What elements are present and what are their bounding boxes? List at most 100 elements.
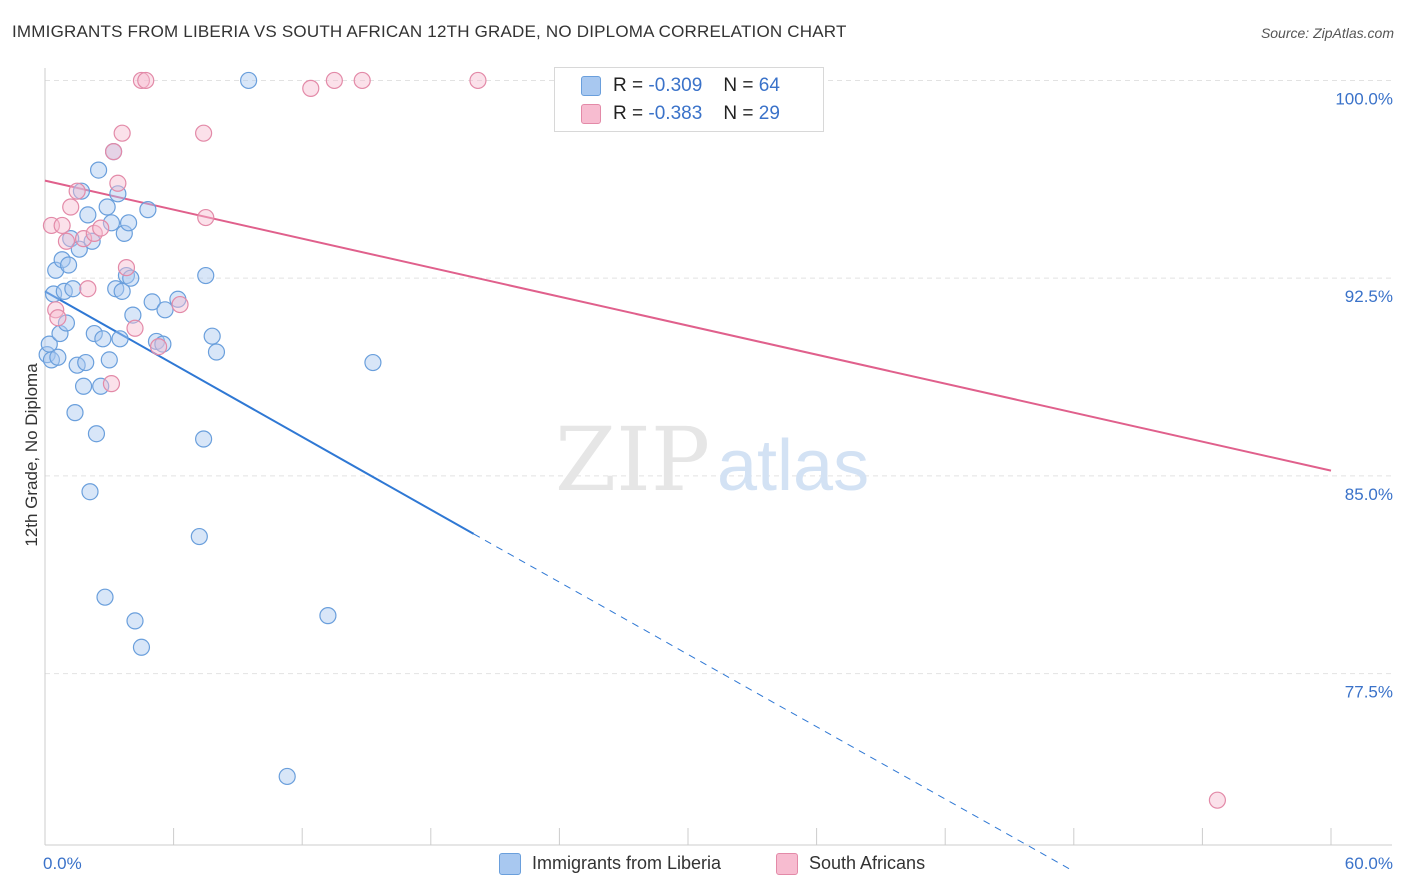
- watermark-zip: ZIP: [555, 408, 710, 511]
- liberia-point: [139, 201, 157, 219]
- south-africans-point: [469, 71, 487, 90]
- south-africans-point: [325, 71, 343, 90]
- south-africans-point: [49, 309, 67, 327]
- liberia-point: [96, 588, 114, 606]
- liberia-point: [66, 404, 84, 422]
- south-africans-point: [68, 182, 86, 200]
- south-africans-point: [53, 216, 71, 235]
- axis-labels: 100.0% 92.5% 85.0% 77.5% 0.0% 60.0% 12th Grade…: [22, 89, 1393, 873]
- liberia-point: [113, 282, 131, 300]
- liberia-point: [87, 425, 106, 443]
- y-tick-label: 85.0%: [1345, 485, 1393, 504]
- south-africans-point: [197, 208, 215, 227]
- liberia-point: [81, 483, 99, 501]
- watermark-atlas: atlas: [717, 426, 869, 506]
- y-tick-label: 92.5%: [1345, 287, 1393, 306]
- liberia-point: [126, 612, 144, 630]
- y-tick-label: 77.5%: [1345, 683, 1393, 702]
- liberia-point: [364, 353, 382, 372]
- liberia-point: [278, 767, 296, 786]
- legend-r-label: R =: [613, 103, 644, 124]
- liberia-point: [92, 377, 110, 395]
- liberia-point: [156, 301, 174, 319]
- south-africans-point: [74, 230, 93, 248]
- source-label: Source: ZipAtlas.com: [1260, 25, 1394, 41]
- liberia-point: [64, 280, 82, 298]
- south-africans-point: [1208, 791, 1227, 809]
- south-africans-point: [149, 338, 168, 356]
- south-africans-point: [171, 295, 189, 314]
- liberia-point: [122, 269, 140, 287]
- liberia-point: [98, 198, 116, 216]
- liberia-point: [132, 638, 151, 656]
- south-africans-point: [195, 124, 213, 142]
- trend-line-0: [44, 290, 475, 535]
- liberia-point: [57, 314, 76, 332]
- liberia-point: [72, 182, 91, 200]
- legend-swatch-south-africans: [581, 104, 601, 124]
- liberia-point: [74, 377, 93, 395]
- liberia-point: [94, 330, 112, 348]
- liberia-point: [100, 351, 118, 369]
- legend-r-value-south-africans: -0.383: [648, 103, 703, 124]
- liberia-point: [47, 261, 65, 279]
- south-africans-point: [126, 319, 144, 337]
- south-africans-point: [79, 280, 97, 298]
- south-africans-point: [92, 219, 110, 237]
- liberia-point: [49, 348, 67, 366]
- liberia-point: [195, 430, 213, 448]
- south-africans-point: [57, 232, 76, 250]
- legend-n-value-liberia: 64: [758, 75, 780, 96]
- south-africans-point: [109, 174, 127, 192]
- liberia-point: [203, 327, 221, 345]
- south-africans-point: [104, 143, 123, 161]
- y-axis-title: 12th Grade, No Diploma: [22, 363, 41, 547]
- chart-title: IMMIGRANTS FROM LIBERIA VS SOUTH AFRICAN…: [12, 22, 847, 41]
- south-africans-point: [132, 71, 151, 90]
- watermark: ZIP atlas: [555, 408, 869, 511]
- legend-swatch-liberia: [581, 76, 601, 96]
- x-tick-label: 0.0%: [43, 854, 82, 873]
- trend-line-1: [44, 179, 1332, 472]
- legend-r-label: R =: [613, 75, 644, 96]
- liberia-point: [59, 256, 78, 274]
- liberia-point: [190, 527, 208, 546]
- south-africans-point: [302, 79, 320, 97]
- legend-n-value-south-africans: 29: [758, 103, 780, 124]
- liberia-point: [85, 324, 103, 343]
- x-tick-label: 60.0%: [1345, 854, 1393, 873]
- liberia-point: [111, 330, 129, 348]
- liberia-point: [70, 240, 88, 258]
- liberia-point: [89, 161, 108, 179]
- liberia-point: [207, 343, 226, 361]
- liberia-point: [124, 306, 142, 324]
- trend-lines: [44, 179, 1332, 872]
- south-africans-point: [137, 71, 155, 90]
- legend-r-value-liberia: -0.309: [648, 75, 703, 96]
- liberia-point: [119, 214, 138, 232]
- axes: [44, 68, 1392, 846]
- south-africans-point: [353, 71, 371, 90]
- liberia-point: [197, 266, 215, 285]
- data-points: [38, 71, 1227, 809]
- bottom-legend-swatch-south-africans: [776, 853, 798, 875]
- liberia-point: [319, 607, 337, 625]
- liberia-point: [102, 214, 121, 232]
- south-africans-point: [113, 124, 131, 142]
- liberia-point: [79, 206, 97, 224]
- legend-n-label: N =: [723, 75, 754, 96]
- bottom-legend-swatch-liberia: [499, 853, 521, 875]
- south-africans-point: [62, 198, 80, 216]
- y-tick-label: 100.0%: [1335, 89, 1393, 108]
- legend-n-label: N =: [723, 103, 754, 124]
- bottom-legend-label-liberia: Immigrants from Liberia: [532, 853, 722, 873]
- liberia-point: [77, 353, 95, 372]
- liberia-point: [115, 224, 133, 242]
- south-africans-point: [102, 375, 121, 393]
- stats-legend: R = -0.309 N = 64 R = -0.383 N = 29: [554, 67, 824, 132]
- gridlines: [45, 79, 1392, 675]
- liberia-point: [240, 71, 258, 90]
- liberia-point: [143, 293, 161, 311]
- south-africans-point: [117, 259, 136, 277]
